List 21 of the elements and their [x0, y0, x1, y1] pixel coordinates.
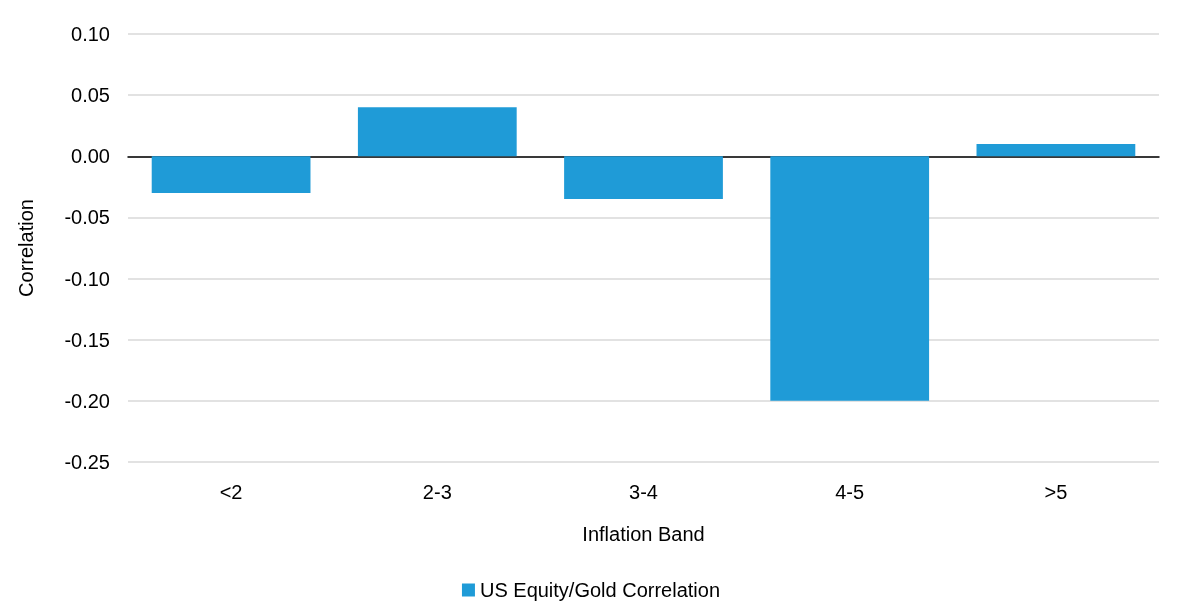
y-tick-label: -0.10 — [64, 267, 110, 290]
x-tick-label: <2 — [219, 481, 243, 503]
x-axis-title: Inflation Band — [582, 523, 705, 545]
x-tick-label: 3-4 — [629, 481, 658, 503]
bar — [976, 144, 1136, 157]
x-tick-label: 2-3 — [422, 481, 452, 503]
bar — [770, 156, 930, 401]
y-axis-title: Correlation — [15, 199, 37, 297]
y-tick-label: -0.15 — [64, 328, 110, 351]
y-tick-label: 0.10 — [71, 23, 110, 45]
bar — [151, 156, 311, 193]
bar — [564, 156, 723, 200]
x-tick-label: >5 — [1044, 481, 1068, 503]
y-tick-label: -0.20 — [64, 389, 110, 412]
legend-label: US Equity/Gold Correlation — [479, 579, 721, 601]
y-tick-label: 0.05 — [71, 84, 110, 107]
x-tick-label: 4-5 — [835, 481, 865, 503]
y-tick-label: -0.25 — [64, 451, 110, 473]
bar — [357, 107, 517, 157]
y-tick-label: 0.00 — [71, 145, 110, 168]
y-tick-label: -0.05 — [64, 206, 110, 229]
